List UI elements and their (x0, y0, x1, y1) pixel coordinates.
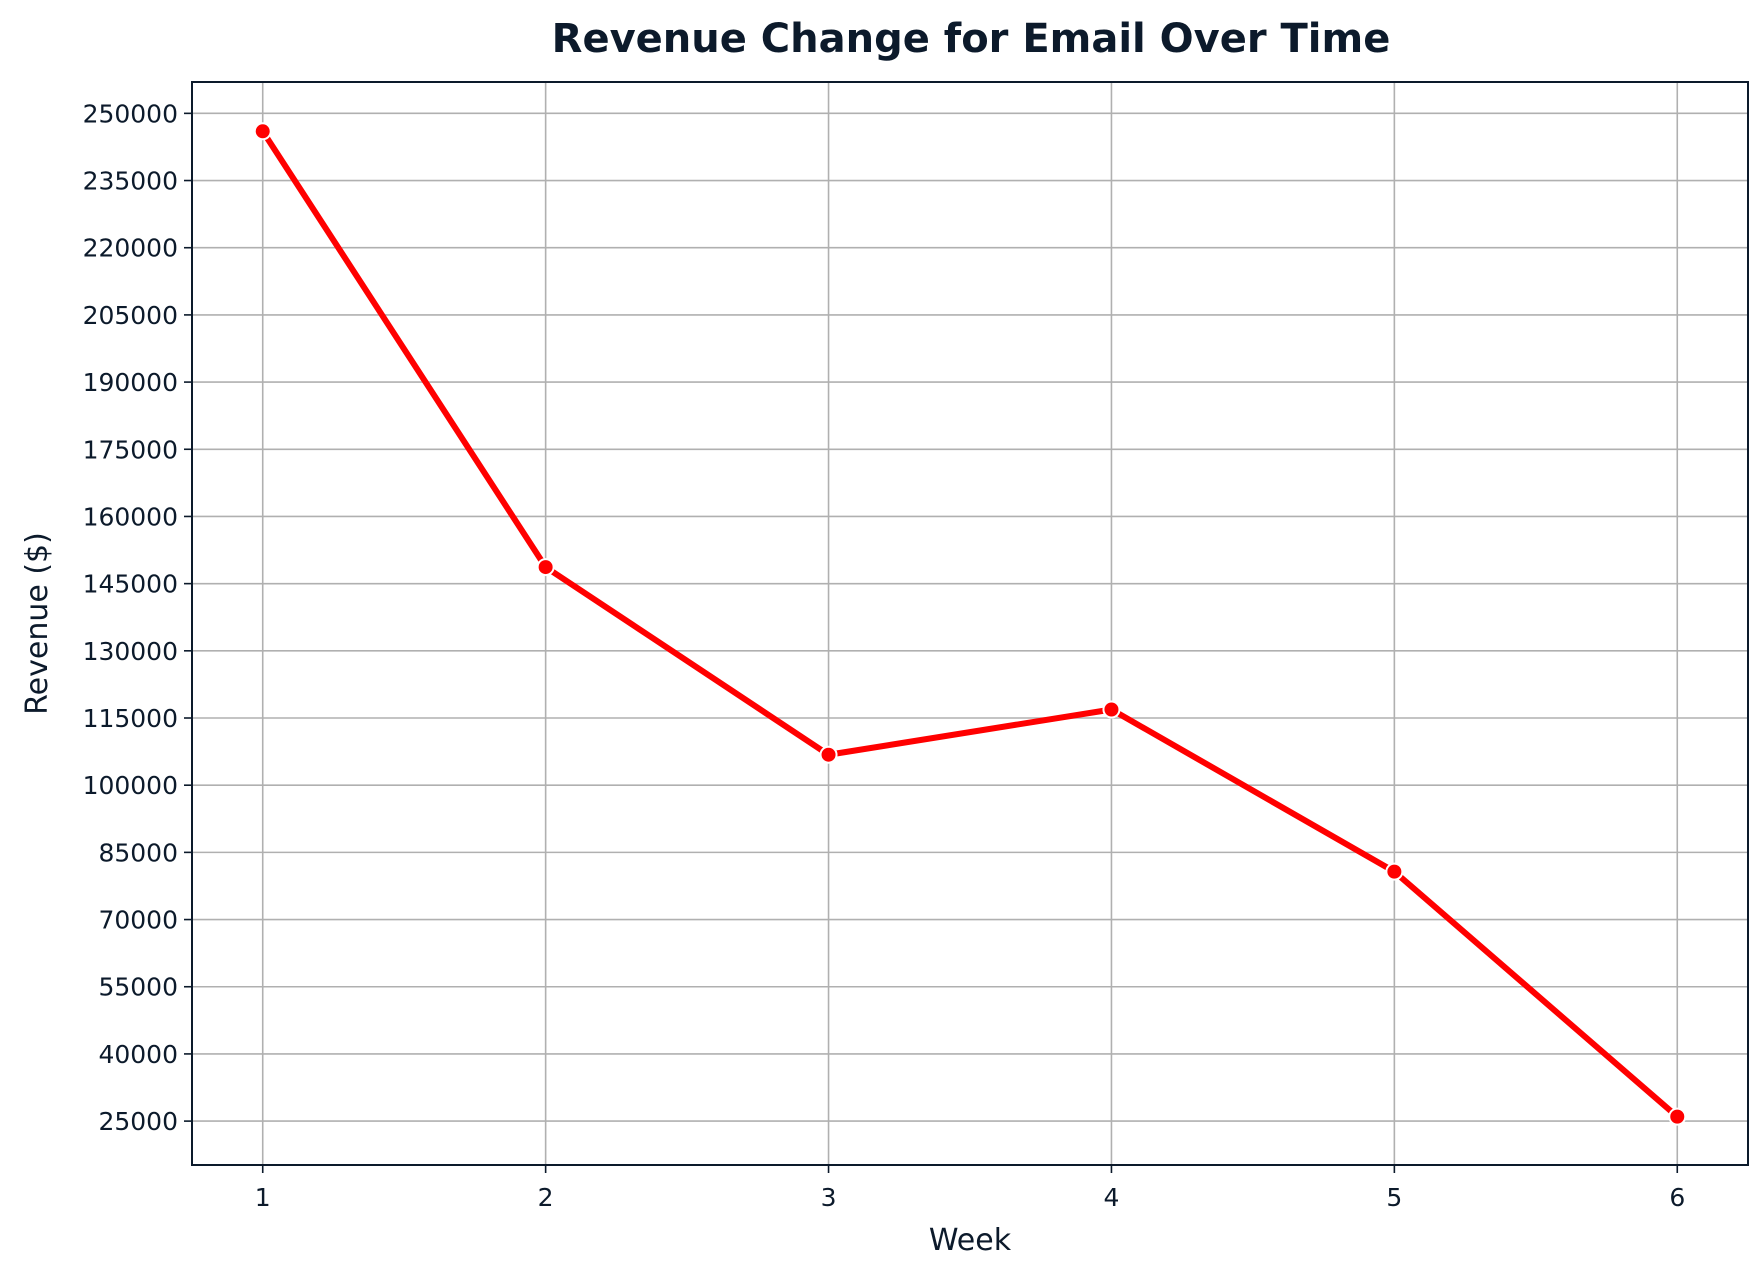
x-tick-label: 3 (821, 1183, 837, 1212)
series (253, 122, 1687, 1126)
y-axis-label: Revenue ($) (20, 532, 55, 715)
data-point (819, 745, 838, 764)
data-point (253, 122, 272, 141)
data-point (1668, 1107, 1687, 1126)
y-tick-label: 25000 (98, 1107, 178, 1136)
axes: 1 2 3 4 5 6 25000 40000 55000 70000 85000 100000 115… (83, 99, 1686, 1212)
y-tick-label: 220000 (83, 234, 178, 263)
y-tick-label: 190000 (83, 368, 178, 397)
y-tick-label: 250000 (83, 99, 178, 128)
y-tick-label: 40000 (98, 1040, 178, 1069)
y-tick-label: 175000 (83, 435, 178, 464)
data-point (1385, 862, 1404, 881)
y-tick-label: 55000 (98, 973, 178, 1002)
x-tick-label: 5 (1386, 1183, 1402, 1212)
y-tick-label: 205000 (83, 301, 178, 330)
y-tick-label: 145000 (83, 570, 178, 599)
x-tick-label: 6 (1669, 1183, 1685, 1212)
x-axis-label: Week (929, 1223, 1012, 1258)
grid (192, 82, 1748, 1165)
y-tick-label: 235000 (83, 167, 178, 196)
y-tick-label: 85000 (98, 838, 178, 867)
y-tick-label: 100000 (83, 771, 178, 800)
chart-title: Revenue Change for Email Over Time (552, 16, 1391, 62)
y-tick-label: 160000 (83, 502, 178, 531)
x-tick-label: 1 (255, 1183, 271, 1212)
x-tick-label: 4 (1104, 1183, 1120, 1212)
y-tick-label: 130000 (83, 637, 178, 666)
data-point (1102, 700, 1121, 719)
data-point (536, 558, 555, 577)
series-line (259, 128, 1681, 1120)
x-tick-label: 2 (538, 1183, 554, 1212)
y-tick-label: 115000 (83, 704, 178, 733)
y-tick-label: 70000 (98, 906, 178, 935)
plot-frame (191, 81, 1749, 1166)
